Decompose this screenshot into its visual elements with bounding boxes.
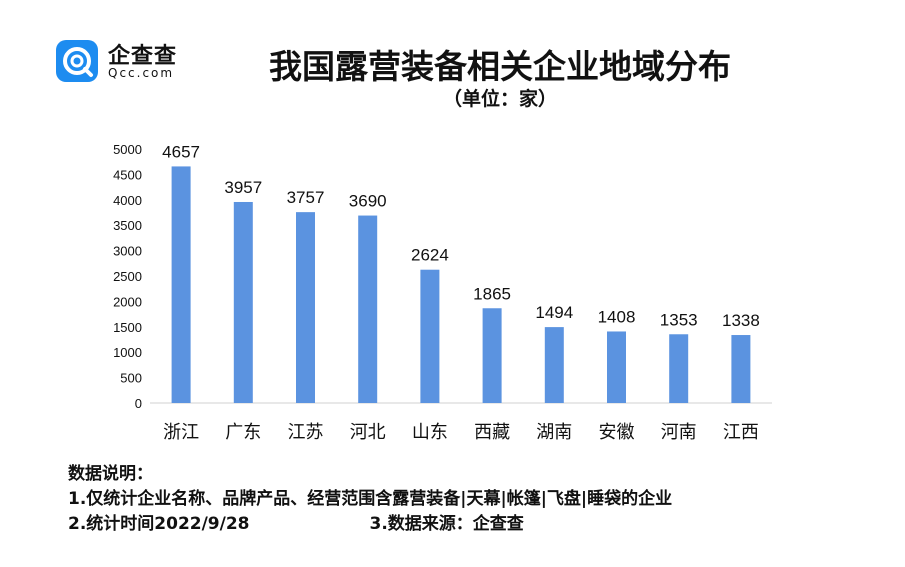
chart-title: 我国露营装备相关企业地域分布: [269, 47, 731, 86]
data-label: 1865: [473, 284, 511, 303]
x-tick-label: 西藏: [474, 422, 510, 443]
data-label: 3757: [287, 188, 325, 207]
y-tick-label: 1500: [113, 320, 142, 335]
qcc-logo: 企查查 Qcc.com: [56, 38, 206, 84]
data-label: 1494: [535, 303, 573, 322]
bar: [420, 269, 440, 403]
notes-line-2-3: 2.统计时间2022/9/28 3.数据来源：企查查: [68, 512, 672, 537]
bar: [731, 335, 751, 403]
x-tick-label: 广东: [225, 422, 261, 443]
data-label: 4657: [162, 142, 200, 161]
y-tick-label: 0: [135, 396, 142, 411]
bar: [669, 334, 689, 403]
y-tick-label: 2500: [113, 269, 142, 284]
bar: [171, 166, 191, 403]
chart-subtitle: （单位：家）: [442, 88, 557, 110]
notes-line-1: 1.仅统计企业名称、品牌产品、经营范围含露营装备|天幕|帐篷|飞盘|睡袋的企业: [68, 489, 673, 509]
x-tick-label: 江苏: [288, 422, 324, 443]
x-tick-label: 湖南: [536, 422, 572, 443]
logo-brand-cn: 企查查: [108, 44, 178, 69]
data-label: 3957: [224, 178, 262, 197]
bar: [482, 308, 502, 403]
data-label: 1353: [660, 310, 698, 329]
x-tick-label: 山东: [412, 422, 448, 443]
y-tick-label: 1000: [113, 345, 142, 360]
x-tick-label: 河南: [661, 422, 697, 443]
bar-chart: 0 500 1000 1500 2000 2500 3000 3500 4000 4500 5000…: [113, 142, 772, 443]
notes-heading: 数据说明：: [68, 464, 153, 484]
bar: [296, 212, 315, 403]
data-label: 2624: [411, 246, 449, 265]
y-tick-label: 3000: [113, 244, 142, 259]
bar: [544, 327, 564, 403]
x-tick-label: 安徽: [599, 422, 635, 443]
y-tick-label: 500: [120, 371, 142, 386]
y-tick-label: 4000: [113, 193, 142, 208]
notes-line-2: 2.统计时间2022/9/28: [68, 514, 250, 534]
y-tick-label: 2000: [113, 294, 142, 309]
x-tick-label: 河北: [350, 422, 386, 443]
y-tick-label: 4500: [113, 167, 142, 182]
y-tick-label: 3500: [113, 218, 142, 233]
x-tick-label: 浙江: [163, 422, 199, 443]
bar: [358, 215, 378, 403]
data-notes: 数据说明： 1.仅统计企业名称、品牌产品、经营范围含露营装备|天幕|帐篷|飞盘|…: [68, 462, 672, 537]
data-label: 3690: [349, 192, 387, 211]
y-tick-label: 5000: [113, 142, 142, 157]
data-label: 1408: [598, 307, 636, 326]
bar: [233, 201, 253, 403]
bar: [607, 331, 626, 403]
notes-line-3: 3.数据来源：企查查: [369, 514, 524, 534]
x-tick-label: 江西: [723, 422, 759, 443]
logo-brand-en: Qcc.com: [108, 66, 175, 80]
qcc-logo-icon: [56, 40, 98, 82]
data-label: 1338: [722, 311, 760, 330]
